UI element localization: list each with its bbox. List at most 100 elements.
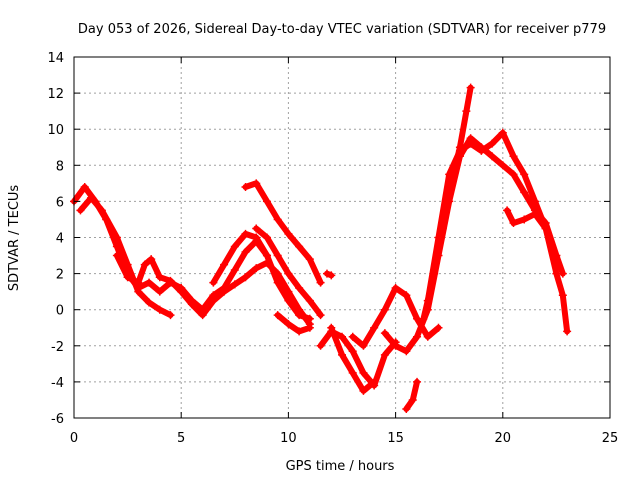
data-point-marker [413, 332, 422, 341]
data-point-marker [262, 197, 271, 206]
x-tick-label: 5 [177, 431, 185, 446]
data-point-marker [503, 206, 512, 215]
data-point-marker [488, 139, 497, 148]
data-point-marker [295, 242, 304, 251]
data-point-marker [359, 386, 368, 395]
y-tick-label: -6 [51, 412, 64, 427]
data-point-marker [305, 255, 314, 264]
data-point-marker [140, 260, 149, 269]
data-point-marker [166, 276, 175, 285]
data-point-marker [155, 305, 164, 314]
data-point-marker [370, 323, 379, 332]
data-point-marker [198, 311, 207, 320]
data-point-marker [177, 287, 186, 296]
data-point-marker [423, 332, 432, 341]
satellite-track-11 [381, 135, 566, 355]
data-point-marker [434, 233, 443, 242]
data-point-marker [462, 107, 471, 116]
data-point-marker [284, 320, 293, 329]
data-point-marker [252, 264, 261, 273]
data-point-marker [563, 327, 572, 336]
grid [74, 57, 610, 418]
data-point-marker [445, 170, 454, 179]
data-point-marker [155, 287, 164, 296]
data-point-marker [348, 347, 357, 356]
data-point-marker [322, 269, 331, 278]
satellite-track-5 [242, 180, 324, 286]
data-point-marker [97, 206, 106, 215]
data-point-marker [380, 305, 389, 314]
data-point-marker [423, 296, 432, 305]
axis-ticks: 0 5 10 15 20 25 -6 -4 -2 0 2 4 6 8 10 12 14 [47, 51, 618, 446]
data-point-marker [434, 323, 443, 332]
data-point-marker [316, 278, 325, 287]
data-point-marker [466, 83, 475, 92]
data-point-marker [262, 251, 271, 260]
data-point-marker [220, 260, 229, 269]
data-point-marker [488, 152, 497, 161]
data-point-marker [241, 182, 250, 191]
data-point-marker [123, 273, 132, 282]
data-point-marker [359, 341, 368, 350]
data-point-marker [230, 280, 239, 289]
data-point-marker [295, 284, 304, 293]
data-point-marker [166, 311, 175, 320]
data-point-marker [408, 395, 417, 404]
data-point-marker [466, 139, 475, 148]
data-point-marker [509, 219, 518, 228]
data-point-marker [530, 197, 539, 206]
data-point-marker [391, 341, 400, 350]
y-tick-label: 2 [56, 268, 64, 283]
data-point-marker [402, 404, 411, 413]
data-point-marker [273, 215, 282, 224]
y-tick-label: 8 [56, 159, 64, 174]
data-point-marker [241, 273, 250, 282]
data-point-marker [305, 323, 314, 332]
data-point-marker [419, 314, 428, 323]
satellite-track-12 [403, 378, 420, 412]
data-point-marker [541, 224, 550, 233]
y-tick-label: 4 [56, 232, 64, 247]
data-point-marker [123, 260, 132, 269]
satellite-track-4 [210, 230, 313, 322]
data-point-marker [230, 242, 239, 251]
data-point-marker [338, 350, 346, 359]
data-point-marker [273, 251, 282, 260]
chart-title: Day 053 of 2026, Sidereal Day-to-day VTE… [78, 22, 606, 37]
data-point-marker [209, 278, 218, 287]
x-tick-label: 10 [280, 431, 297, 446]
data-point-marker [327, 323, 336, 332]
data-point-marker [498, 161, 507, 170]
data-point-marker [455, 146, 464, 155]
data-point-marker [305, 314, 314, 323]
data-point-marker [413, 377, 422, 386]
data-point-marker [477, 146, 486, 155]
data-point-marker [338, 332, 346, 341]
data-point-marker [295, 311, 304, 320]
data-point-marker [87, 193, 96, 202]
satellite-track-2 [77, 194, 174, 319]
data-point-marker [220, 287, 229, 296]
data-point-marker [391, 284, 400, 293]
data-point-marker [80, 182, 89, 191]
data-point-marker [284, 229, 293, 238]
data-point-marker [134, 287, 143, 296]
data-point-marker [145, 298, 154, 307]
data-point-marker [76, 206, 85, 215]
data-point-marker [252, 233, 261, 242]
data-point-marker [520, 170, 529, 179]
data-point-marker [348, 332, 357, 341]
data-point-marker [112, 251, 121, 260]
data-point-marker [134, 278, 143, 287]
data-point-marker [209, 296, 218, 305]
data-point-marker [155, 273, 164, 282]
x-tick-label: 0 [70, 431, 78, 446]
y-axis-label: SDTVAR / TECUs [7, 185, 22, 292]
data-point-marker [558, 291, 567, 300]
data-point-marker [147, 255, 156, 264]
data-point-marker [509, 170, 518, 179]
data-point-marker [262, 233, 271, 242]
data-point-marker [402, 347, 411, 356]
satellite-track-1 [71, 184, 270, 313]
data-point-marker [112, 233, 121, 242]
